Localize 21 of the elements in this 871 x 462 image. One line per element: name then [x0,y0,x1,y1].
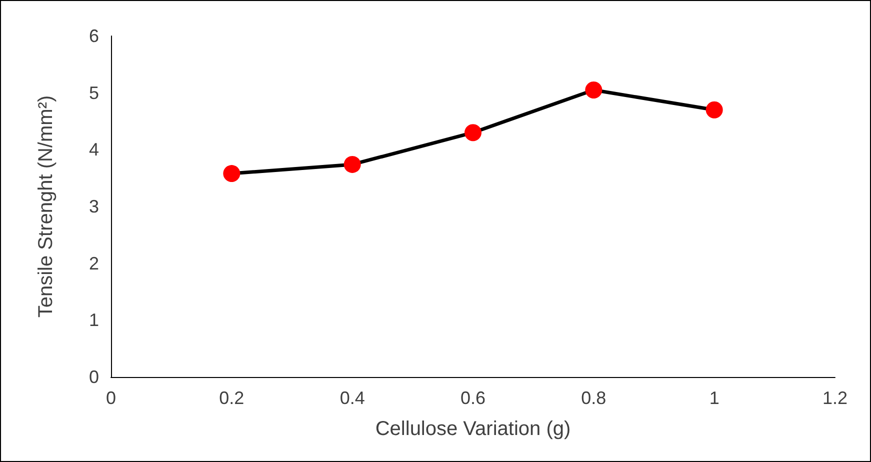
y-tick-label: 5 [88,82,99,103]
y-tick-label: 4 [88,140,99,160]
y-tick-label: 6 [88,26,99,46]
x-tick-label: 1.2 [822,388,848,408]
x-tick-label: 0.8 [581,388,606,408]
y-tick-label: 0 [88,367,99,387]
point [344,156,361,173]
point [464,124,482,142]
y-tick-label: 3 [88,196,99,216]
x-tick-label: 1 [709,388,720,408]
point [585,81,602,98]
x-axis-title: Cellulose Variation (g) [375,418,571,440]
point [223,165,240,182]
point [706,101,723,118]
y-axis-title: Tensile Strenght (N/mm²) [35,95,57,318]
x-tick-label: 0.6 [460,388,486,408]
y-tick-label: 2 [88,253,99,274]
y-tick-label: 1 [88,310,99,330]
x-tick-label: 0.2 [219,388,244,408]
x-tick-label: 0 [106,388,116,408]
x-tick-label: 0.4 [340,388,365,408]
